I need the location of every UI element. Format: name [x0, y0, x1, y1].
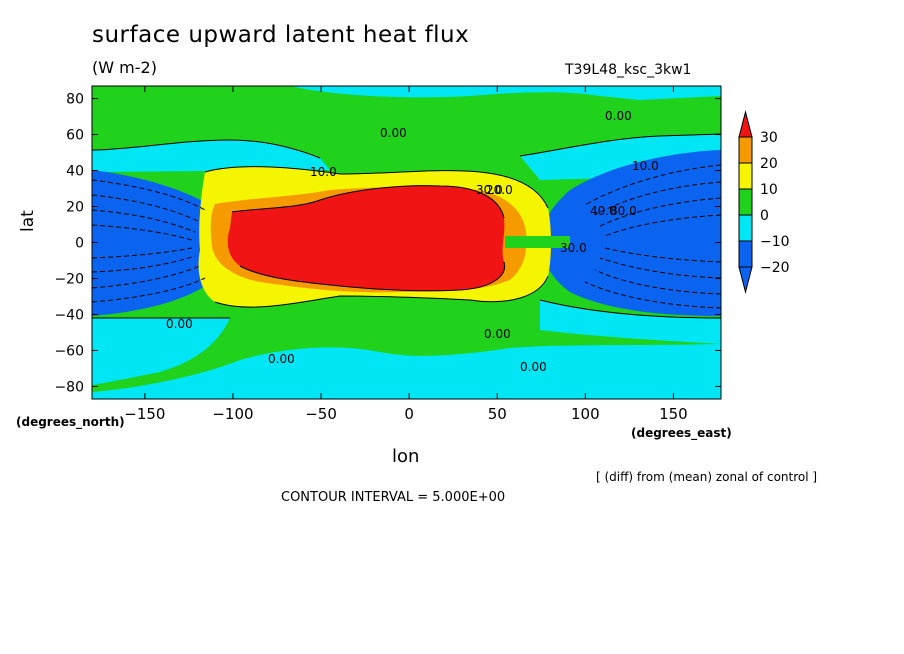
y-tick-label-0: −80 [54, 379, 84, 395]
contour-line-1 [92, 139, 321, 159]
x-tick-label-4: 50 [488, 405, 507, 423]
dashed-contour-6 [92, 255, 196, 273]
dashed-contour-1 [92, 179, 206, 211]
contour-label-11: 30.0 [560, 241, 587, 255]
band-minus10-west-south [92, 318, 230, 385]
x-tick-label-5: 100 [571, 405, 600, 423]
contour-line-4 [214, 275, 549, 308]
chart-units: (W m-2) [92, 58, 157, 77]
contour-label-7: 10.0 [632, 159, 659, 173]
y-tick-label-2: −40 [54, 307, 84, 323]
contour-label-5: 0.00 [520, 360, 547, 374]
contour-label-9: 20.0 [486, 183, 513, 197]
difference-note: [ (diff) from (mean) zonal of control ] [596, 470, 818, 484]
colorbar-label-0: 30 [760, 130, 778, 146]
dashed-contour-12 [604, 214, 721, 237]
x-tick-label-1: −100 [212, 405, 253, 423]
colorbar-label-1: 20 [760, 156, 778, 172]
colorbar-band-4 [738, 240, 753, 268]
y-tick-label-3: −20 [54, 271, 84, 287]
contour-line-5 [231, 185, 505, 219]
colorbar-band-3 [738, 214, 753, 242]
dashed-contour-10 [594, 181, 721, 216]
dashed-contours [92, 164, 721, 309]
band-minus10-south-middle [92, 344, 721, 399]
y-tick-label-7: 60 [66, 128, 84, 144]
contour-label-8: 30.0 [476, 183, 503, 197]
contour-label-0: 0.00 [380, 126, 407, 140]
x-tick-label-0: −150 [124, 405, 165, 423]
run-label: T39L48_ksc_3kw1 [565, 62, 692, 78]
contour-line-2 [519, 133, 721, 157]
x-tick-label-3: 0 [404, 405, 414, 423]
contour-label-12: 80.0 [610, 204, 637, 218]
dashed-contour-8 [92, 277, 206, 303]
y-tick-label-8: 80 [66, 92, 84, 108]
equatorial-gap-east [505, 236, 570, 248]
chart-title: surface upward latent heat flux [92, 22, 470, 48]
x-axis-label: lon [392, 446, 420, 467]
colorbar-label-3: 0 [760, 208, 769, 224]
dashed-contour-3 [92, 209, 196, 233]
colorbar: 30 20 10 0 −10 −20 [738, 110, 790, 294]
dashed-contour-14 [599, 257, 721, 279]
contour-label-4: 0.00 [484, 327, 511, 341]
x-tick-label-6: 150 [659, 405, 688, 423]
colorbar-label-4: −10 [760, 234, 790, 250]
y-tick-label-4: 0 [75, 236, 84, 252]
dashed-contour-16 [584, 281, 721, 309]
colorbar-label-5: −20 [760, 260, 790, 276]
band-minus10-high-lat-north [92, 86, 721, 100]
axes: −150 −100 −50 0 50 100 150 −80 −60 −40 −20 0 20 40 60 8… [54, 86, 721, 423]
dashed-contour-9 [584, 164, 721, 206]
y-tick-label-5: 20 [66, 200, 84, 216]
band-minus20-west [92, 170, 229, 316]
contour-line-3 [204, 166, 549, 209]
colorbar-label-2: 10 [760, 182, 778, 198]
contour-line-6 [239, 261, 506, 292]
x-tick-label-2: −50 [305, 405, 337, 423]
dashed-contour-4 [92, 224, 193, 241]
band-minus10-west-north [92, 140, 330, 172]
colorbar-band-2 [738, 188, 753, 216]
dashed-contour-15 [594, 269, 721, 295]
dashed-contour-13 [604, 247, 721, 263]
contour-label-2: 0.00 [166, 317, 193, 331]
band-minus10-east-south [540, 300, 721, 344]
contour-lines [92, 133, 721, 319]
colorbar-arrow-top [738, 110, 753, 138]
contour-interval: CONTOUR INTERVAL = 5.000E+00 [281, 490, 506, 505]
colorbar-band-0 [738, 136, 753, 164]
contour-label-6: 10.0 [310, 165, 337, 179]
y-axis-units: (degrees_north) [16, 415, 125, 429]
colorbar-band-1 [738, 162, 753, 190]
contour-label-10: 40.0 [590, 204, 617, 218]
colorbar-arrow-bottom [738, 266, 753, 294]
contour-label-1: 0.00 [605, 109, 632, 123]
contour-label-3: 0.00 [268, 352, 295, 366]
dashed-contour-5 [92, 247, 193, 259]
x-axis-units: (degrees_east) [631, 426, 732, 440]
dashed-contour-11 [599, 197, 721, 227]
band-above-thirty [227, 185, 505, 291]
y-tick-label-1: −60 [54, 343, 84, 359]
y-tick-label-6: 40 [66, 164, 84, 180]
contour-line-7 [539, 299, 721, 319]
